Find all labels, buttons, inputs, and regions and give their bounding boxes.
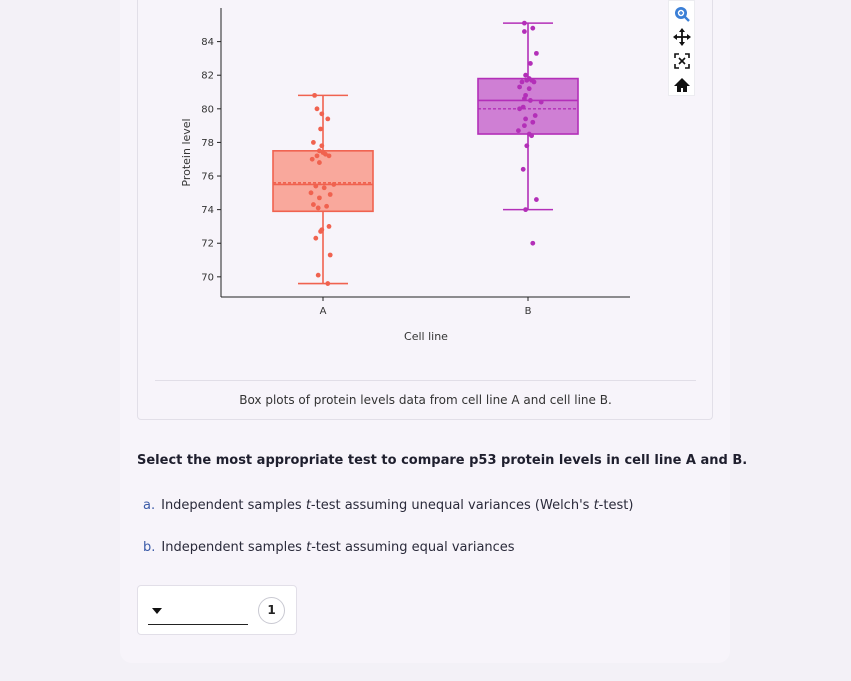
data-point — [319, 143, 325, 149]
y-tick-label: 76 — [201, 172, 214, 183]
data-point — [523, 72, 528, 78]
data-point — [538, 99, 544, 105]
data-point — [314, 153, 320, 159]
data-point — [524, 143, 530, 149]
data-point — [526, 86, 532, 92]
y-tick-label: 82 — [201, 71, 214, 82]
data-point — [324, 203, 329, 209]
data-point — [522, 20, 527, 26]
data-point — [520, 104, 526, 110]
chevron-down-icon[interactable] — [152, 608, 162, 614]
data-point — [312, 92, 317, 98]
y-tick-label: 84 — [201, 37, 214, 48]
data-point — [517, 84, 522, 90]
data-point — [523, 116, 528, 122]
autoscale-icon[interactable] — [672, 51, 692, 71]
x-tick-label: B — [525, 306, 532, 317]
data-point — [531, 79, 537, 85]
data-point — [325, 281, 331, 286]
option-b: b. Independent samples t-test assuming eq… — [143, 540, 515, 555]
y-tick-label: 80 — [201, 104, 214, 115]
data-point — [326, 224, 332, 229]
plot-toolbar — [668, 0, 695, 96]
figure-panel: 70 72 74 76 78 80 82 84 Protein level Cell line A B — [137, 0, 713, 420]
option-a-text-post: -test) — [598, 498, 634, 513]
data-point — [311, 140, 316, 145]
data-point — [520, 166, 526, 172]
data-point — [318, 126, 323, 132]
caption-divider — [155, 380, 696, 381]
option-b-text-mid: -test assuming equal variances — [311, 540, 515, 555]
data-point — [331, 182, 337, 187]
data-point — [315, 272, 321, 278]
x-axis-label: Cell line — [404, 330, 448, 343]
data-point — [530, 240, 536, 246]
data-point — [532, 113, 538, 118]
data-point — [311, 202, 316, 207]
data-point — [308, 190, 314, 196]
option-b-letter: b. — [143, 540, 156, 555]
data-point — [326, 153, 332, 159]
data-point — [327, 192, 333, 197]
data-point — [317, 195, 322, 201]
y-tick-label: 78 — [201, 138, 214, 149]
option-b-text-pre: Independent samples — [161, 540, 307, 555]
home-icon[interactable] — [672, 75, 692, 95]
data-point — [318, 229, 323, 234]
y-tick-label: 74 — [201, 205, 214, 216]
data-point — [317, 160, 322, 165]
answer-select[interactable] — [148, 624, 248, 625]
data-point — [319, 111, 325, 117]
question-number-badge: 1 — [258, 597, 285, 624]
zoom-icon[interactable] — [672, 4, 692, 24]
data-point — [529, 133, 534, 139]
y-axis-label: Protein level — [180, 118, 193, 186]
y-tick-label: 70 — [201, 272, 214, 283]
answer-panel: 1 — [137, 585, 297, 635]
data-point — [528, 98, 533, 103]
data-point — [522, 96, 527, 102]
pan-icon[interactable] — [672, 27, 692, 47]
option-a-t: t — [305, 498, 311, 513]
data-point — [516, 128, 521, 134]
data-point — [309, 156, 315, 162]
option-b-t: t — [306, 540, 312, 555]
question-text: Select the most appropriate test to comp… — [137, 453, 748, 468]
data-point — [325, 116, 331, 122]
data-point — [313, 183, 319, 189]
data-point — [534, 197, 539, 202]
data-point — [522, 29, 527, 34]
data-point — [321, 185, 327, 191]
x-tick-label: A — [320, 306, 327, 317]
box-plot-chart: 70 72 74 76 78 80 82 84 Protein level Cell line A B — [180, 8, 630, 343]
data-point — [523, 207, 528, 213]
option-a-letter: a. — [143, 498, 156, 513]
data-point — [315, 205, 321, 211]
data-point — [314, 106, 320, 112]
data-point — [522, 123, 527, 129]
data-point — [317, 148, 322, 154]
data-point — [313, 235, 319, 241]
data-point — [323, 151, 328, 157]
data-point — [528, 61, 533, 66]
option-a-text-pre: Independent samples — [161, 498, 306, 513]
data-point — [530, 119, 536, 125]
data-point — [519, 79, 525, 85]
data-point — [534, 50, 539, 56]
y-tick-label: 72 — [201, 239, 214, 250]
data-point — [517, 106, 522, 112]
data-point — [524, 77, 530, 83]
option-a-text-mid: -test assuming unequal variances (Welch'… — [310, 498, 594, 513]
option-a: a. Independent samples t-test assuming un… — [143, 498, 633, 513]
option-a-t2: t — [593, 498, 599, 513]
figure-caption: Box plots of protein levels data from ce… — [239, 393, 612, 407]
data-point — [530, 25, 536, 31]
box-iqr — [272, 150, 374, 213]
data-point — [327, 252, 333, 258]
